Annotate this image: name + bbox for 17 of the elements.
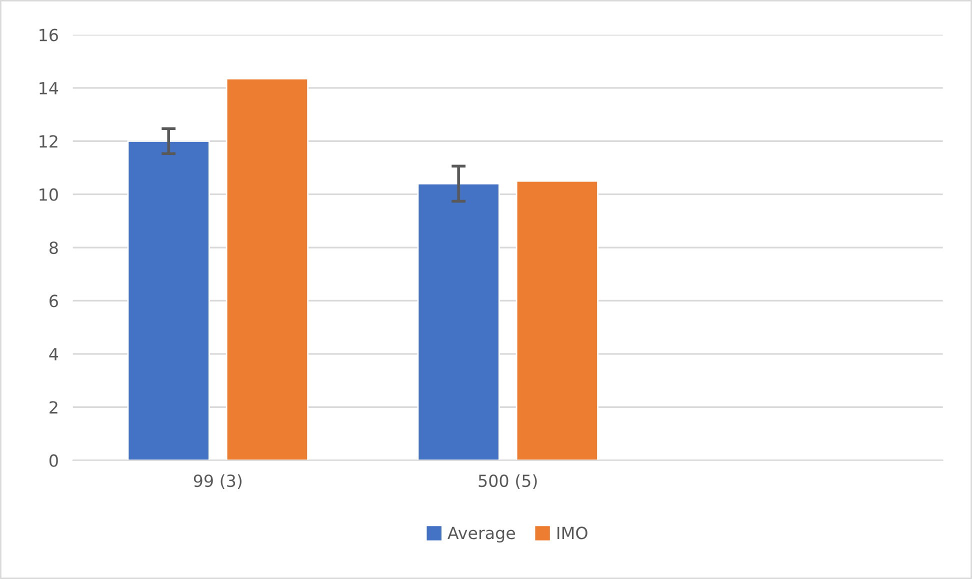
legend-label: Average <box>448 526 515 543</box>
y-tick-label: 2 <box>50 401 58 414</box>
y-tick-label: 0 <box>50 454 58 467</box>
y-tick-label: 4 <box>49 348 58 360</box>
legend-label: IMO <box>558 526 588 540</box>
y-tick-label: 16 <box>40 28 58 42</box>
bar <box>417 182 500 460</box>
y-tick-label: 12 <box>40 135 58 148</box>
y-tick-label: 14 <box>40 82 58 94</box>
y-tick-label: 6 <box>50 294 58 308</box>
y-tick-label: 8 <box>50 241 58 254</box>
bar <box>516 180 598 460</box>
y-tick-label: 10 <box>40 188 58 201</box>
x-tick-label: 500 (5) <box>478 474 537 490</box>
bar <box>127 140 210 460</box>
bar <box>226 78 308 460</box>
x-tick-label: 99 (3) <box>194 474 242 490</box>
